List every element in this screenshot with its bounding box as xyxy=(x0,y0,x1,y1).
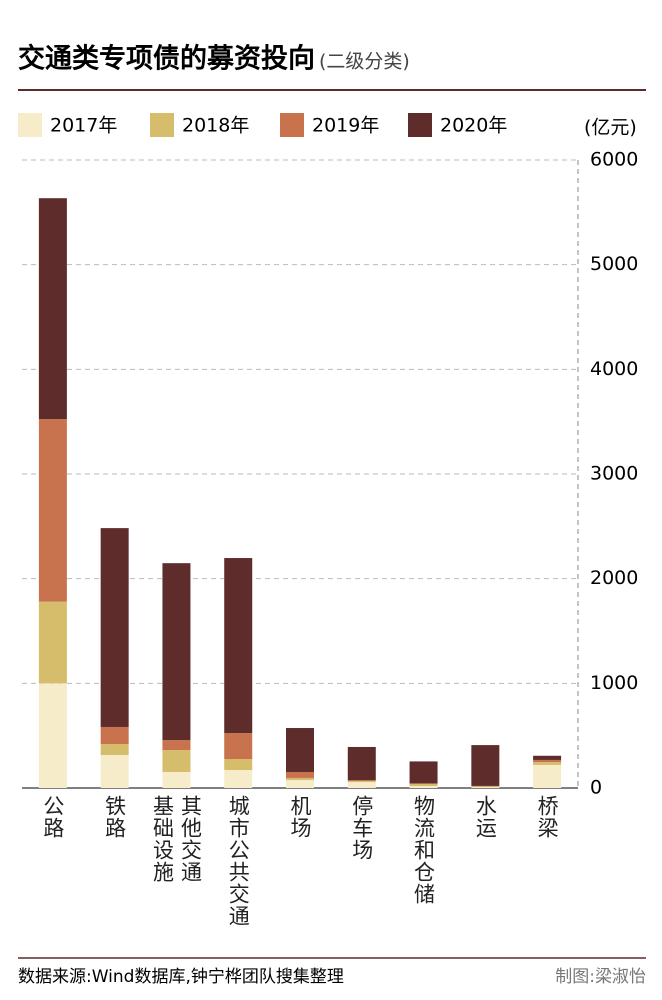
bar-segment xyxy=(471,786,500,787)
bar-segment xyxy=(347,780,376,781)
bar-segment xyxy=(162,771,191,788)
legend-label: 2020年 xyxy=(440,115,507,137)
source: 数据来源:Wind数据库,钟宁桦团队搜集整理 xyxy=(18,967,344,987)
y-tick-label: 2000 xyxy=(590,567,638,589)
bar-segment xyxy=(38,198,67,420)
bar-segment xyxy=(533,759,562,763)
bar-segment xyxy=(286,771,314,778)
bar-segment xyxy=(100,528,129,727)
bar-segment xyxy=(471,786,500,788)
bar-segment xyxy=(162,750,191,772)
bar-segment xyxy=(162,563,191,741)
legend-swatch xyxy=(150,113,174,137)
y-axis-label: (亿元) xyxy=(584,117,637,139)
y-tick-label: 1000 xyxy=(590,672,638,694)
bar-segment xyxy=(38,683,67,788)
bar-segment xyxy=(471,785,500,787)
legend-swatch xyxy=(18,113,42,137)
bar-segment xyxy=(347,780,376,783)
bar-segment xyxy=(409,783,438,784)
y-tick-label: 5000 xyxy=(590,253,638,275)
bar-segment xyxy=(533,762,562,765)
legend-label: 2017年 xyxy=(50,115,117,137)
chart-subtitle: (二级分类) xyxy=(319,51,410,73)
x-tick-label: 桥梁 xyxy=(535,795,560,839)
bar-segment xyxy=(38,419,67,602)
bar-segment xyxy=(347,746,376,781)
bar-segment xyxy=(533,764,562,788)
bar-segment xyxy=(409,761,438,784)
credit: 制图:梁淑怡 xyxy=(555,967,646,987)
legend-label: 2019年 xyxy=(312,115,379,137)
bar-segment xyxy=(409,786,438,788)
bar-segment xyxy=(100,726,129,745)
bar-segment xyxy=(347,782,376,788)
y-tick-label: 6000 xyxy=(590,149,638,171)
x-tick-label: 停车场 xyxy=(349,795,374,861)
x-tick-label: 机场 xyxy=(288,795,312,839)
x-tick-label: 其他交通基础设施 xyxy=(150,795,203,883)
bar-segment xyxy=(224,769,253,788)
bar-segment xyxy=(409,783,438,787)
legend-swatch xyxy=(408,113,432,137)
bar-segment xyxy=(533,755,562,760)
bar-segment xyxy=(286,728,314,772)
chart-title: 交通类专项债的募资投向 xyxy=(18,43,315,75)
bar-segment xyxy=(286,780,314,788)
bar-segment xyxy=(38,601,67,684)
bar-segment xyxy=(100,755,129,788)
bar-segment xyxy=(100,744,129,756)
bar-segment xyxy=(224,558,253,734)
x-tick-label: 物流和仓储 xyxy=(411,795,436,905)
y-tick-label: 4000 xyxy=(590,358,638,380)
x-tick-label: 城市公共交通 xyxy=(226,795,251,927)
x-tick-label: 公路 xyxy=(40,795,65,839)
bar-segment xyxy=(224,759,253,770)
x-tick-label: 铁路 xyxy=(102,795,127,839)
legend-label: 2018年 xyxy=(182,115,249,137)
y-tick-label: 0 xyxy=(590,777,602,799)
bar-segment xyxy=(224,733,253,760)
bar-segment xyxy=(471,745,500,786)
x-tick-label: 水运 xyxy=(473,795,498,839)
legend-swatch xyxy=(280,113,304,137)
bar-segment xyxy=(162,740,191,751)
y-tick-label: 3000 xyxy=(590,463,638,485)
bar-segment xyxy=(286,777,314,781)
